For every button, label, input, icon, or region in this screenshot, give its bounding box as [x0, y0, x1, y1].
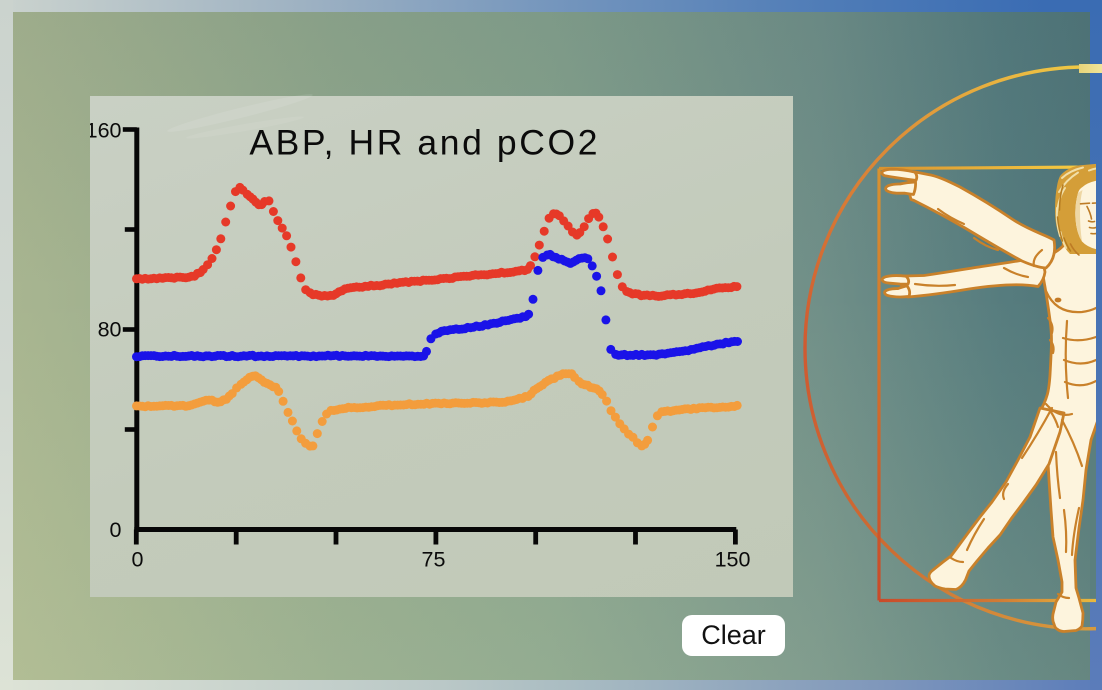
svg-text:0: 0	[132, 548, 144, 572]
svg-text:ABP, HR and pCO2: ABP, HR and pCO2	[249, 123, 600, 163]
svg-text:150: 150	[715, 548, 751, 572]
svg-text:0: 0	[110, 518, 122, 542]
svg-text:80: 80	[98, 318, 122, 342]
svg-text:160: 160	[90, 119, 122, 143]
svg-text:75: 75	[422, 548, 446, 572]
